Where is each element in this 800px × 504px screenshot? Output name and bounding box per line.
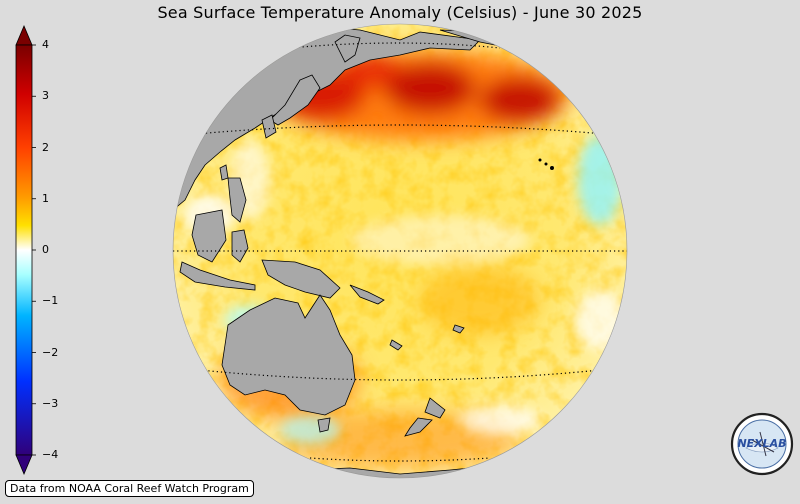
parallel-south-60 — [309, 457, 491, 462]
colorbar-min-arrow — [15, 454, 33, 476]
kamchatka — [334, 34, 361, 63]
colorbar: 4 3 2 1 0 −1 −2 −3 −4 — [0, 0, 80, 500]
map-title: Sea Surface Temperature Anomaly (Celsius… — [157, 3, 643, 22]
colorbar-tick-label: −4 — [42, 448, 59, 461]
korea — [261, 114, 277, 139]
new-guinea — [261, 259, 341, 299]
hawaii-islands — [538, 158, 554, 170]
colorbar-tick-label: −1 — [42, 294, 59, 308]
colorbar-tick-label: 1 — [42, 191, 49, 205]
colorbar-tick-label: 0 — [42, 243, 49, 256]
tasmania — [317, 417, 331, 433]
globe-outline — [172, 23, 628, 479]
japan — [269, 74, 321, 126]
fiji — [452, 324, 465, 334]
colorbar-tick-label: −2 — [42, 345, 59, 359]
parallel-north-60 — [289, 42, 501, 49]
solomon-islands — [349, 284, 385, 305]
indonesia-west — [179, 261, 256, 291]
australia — [221, 294, 356, 416]
borneo — [191, 209, 227, 263]
philippines — [227, 177, 247, 223]
nexlab-logo-icon: NEXLAB — [730, 412, 794, 476]
colorbar-tick-label: 3 — [42, 89, 49, 103]
data-credit: Data from NOAA Coral Reef Watch Program — [5, 480, 254, 497]
colorbar-svg — [15, 24, 36, 476]
graticule — [173, 42, 627, 462]
new-zealand — [404, 397, 446, 437]
parallel-north-30 — [184, 124, 616, 136]
new-caledonia — [389, 339, 403, 351]
logo-text: NEXLAB — [737, 437, 786, 450]
colorbar-tick-label: −3 — [42, 396, 59, 410]
colorbar-tick-label: 2 — [42, 140, 49, 154]
colorbar-tick-label: 4 — [42, 38, 49, 51]
